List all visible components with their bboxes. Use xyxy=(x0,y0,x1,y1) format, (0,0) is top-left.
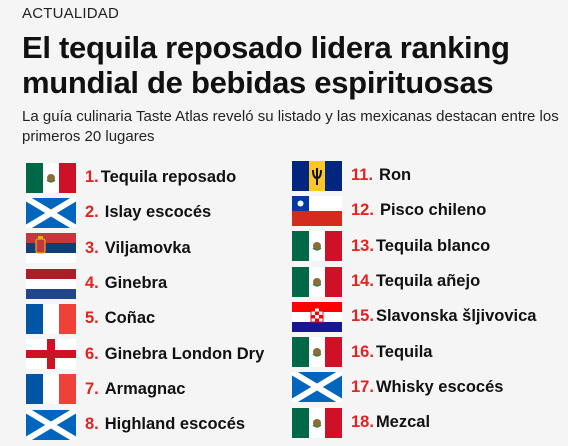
mexico-flag-icon xyxy=(292,337,342,368)
drink-name: Highland escocés xyxy=(104,415,246,434)
ranking-item-label: 13. Tequila blanco xyxy=(351,237,490,256)
ranking-item-label: 14. Tequila añejo xyxy=(351,272,480,291)
rank-number: 13. xyxy=(351,236,374,255)
page-title: El tequila reposado lidera ranking mundi… xyxy=(22,30,510,100)
rank-number: 11. xyxy=(351,166,374,185)
ranking-item-label: 6. Ginebra London Dry xyxy=(85,345,264,364)
scotland-flag-icon xyxy=(26,197,76,228)
ranking-item: 3. Viljamovka xyxy=(26,231,264,266)
netherlands-flag-icon xyxy=(26,268,76,299)
drink-name: Pisco chileno xyxy=(379,201,487,220)
drink-name: Mezcal xyxy=(375,413,431,432)
drink-name: Tequila xyxy=(375,342,433,361)
ranking-item: 6. Ginebra London Dry xyxy=(26,336,264,371)
ranking-item: 1. Tequila reposado xyxy=(26,160,264,195)
france-flag-icon xyxy=(26,303,76,334)
drink-name: Tequila blanco xyxy=(375,236,491,255)
ranking-item: 15. Slavonska šljivovica xyxy=(292,299,536,334)
ranking-item-label: 15. Slavonska šljivovica xyxy=(351,307,536,326)
ranking-item: 4. Ginebra xyxy=(26,266,264,301)
ranking-item: 13. Tequila blanco xyxy=(292,229,536,264)
ranking-item-label: 16. Tequila xyxy=(351,343,432,362)
france-flag-icon xyxy=(26,374,76,405)
drink-name: Tequila reposado xyxy=(100,168,237,187)
rank-number: 8. xyxy=(85,415,99,434)
ranking-item-label: 7. Armagnac xyxy=(85,380,185,399)
rank-number: 18. xyxy=(351,413,374,432)
rank-number: 1. xyxy=(85,168,99,187)
scotland-flag-icon xyxy=(292,372,342,403)
ranking-item-label: 8. Highland escocés xyxy=(85,415,245,434)
ranking-column-left: 1. Tequila reposado 2. Islay escocés 3. Vil… xyxy=(26,160,264,442)
ranking-item: 18. Mezcal xyxy=(292,405,536,440)
ranking-item: 5. Coñac xyxy=(26,301,264,336)
ranking-item: 11. Ron xyxy=(292,158,536,193)
ranking-item-label: 17. Whisky escocés xyxy=(351,378,503,397)
serbia-flag-icon xyxy=(26,233,76,264)
mexico-flag-icon xyxy=(26,162,76,193)
scotland-flag-icon xyxy=(26,409,76,440)
ranking-item-label: 1. Tequila reposado xyxy=(85,168,236,187)
rank-number: 12. xyxy=(351,201,374,220)
rank-number: 3. xyxy=(85,238,99,257)
drink-name: Whisky escocés xyxy=(375,377,504,396)
rank-number: 6. xyxy=(85,344,99,363)
rank-number: 4. xyxy=(85,274,99,293)
page-subtitle: La guía culinaria Taste Atlas reveló su … xyxy=(22,108,559,145)
kicker-label: ACTUALIDAD xyxy=(22,5,120,22)
mexico-flag-icon xyxy=(292,407,342,438)
ranking-item: 14. Tequila añejo xyxy=(292,264,536,299)
ranking-item: 8. Highland escocés xyxy=(26,407,264,442)
ranking-item-label: 11. Ron xyxy=(351,166,411,185)
ranking-item-label: 4. Ginebra xyxy=(85,274,167,293)
rank-number: 14. xyxy=(351,272,374,291)
mexico-flag-icon xyxy=(292,231,342,262)
ranking-item: 16. Tequila xyxy=(292,334,536,369)
rank-number: 2. xyxy=(85,203,99,222)
rank-number: 5. xyxy=(85,309,99,328)
ranking-item: 12. Pisco chileno xyxy=(292,193,536,228)
drink-name: Ginebra London Dry xyxy=(104,344,265,363)
ranking-item-label: 18. Mezcal xyxy=(351,413,430,432)
barbados-flag-icon xyxy=(292,160,342,191)
chile-flag-icon xyxy=(292,195,342,226)
england-flag-icon xyxy=(26,339,76,370)
ranking-item-label: 5. Coñac xyxy=(85,309,155,328)
ranking-item-label: 2. Islay escocés xyxy=(85,203,211,222)
drink-name: Tequila añejo xyxy=(375,272,481,291)
ranking-item: 2. Islay escocés xyxy=(26,195,264,230)
drink-name: Ron xyxy=(379,166,412,185)
drink-name: Slavonska šljivovica xyxy=(375,307,537,326)
rank-number: 17. xyxy=(351,377,374,396)
ranking-item: 17. Whisky escocés xyxy=(292,370,536,405)
ranking-item-label: 12. Pisco chileno xyxy=(351,201,486,220)
rank-number: 16. xyxy=(351,342,374,361)
ranking-item-label: 3. Viljamovka xyxy=(85,239,191,258)
drink-name: Islay escocés xyxy=(104,203,212,222)
croatia-flag-icon xyxy=(292,301,342,332)
rank-number: 15. xyxy=(351,307,374,326)
rank-number: 7. xyxy=(85,379,99,398)
drink-name: Coñac xyxy=(104,309,156,328)
mexico-flag-icon xyxy=(292,266,342,297)
ranking-column-right: 11. Ron 12. Pisco chileno 13. Tequila blanc… xyxy=(292,158,536,440)
drink-name: Armagnac xyxy=(104,379,186,398)
drink-name: Ginebra xyxy=(104,274,168,293)
ranking-item: 7. Armagnac xyxy=(26,372,264,407)
drink-name: Viljamovka xyxy=(104,238,191,257)
